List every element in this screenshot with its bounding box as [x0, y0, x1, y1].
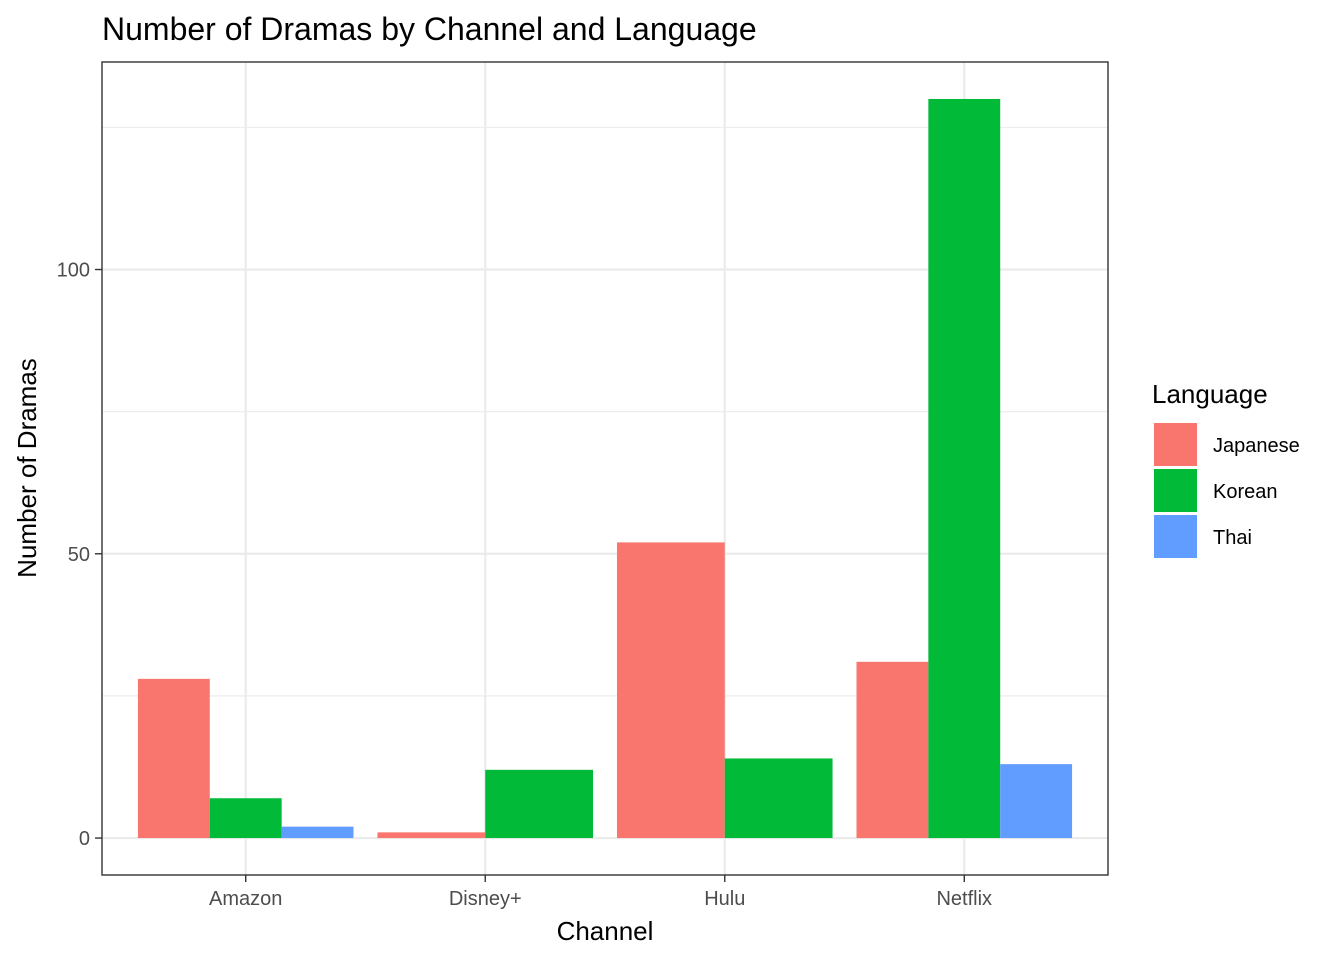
bar-japanese-netflix — [856, 661, 929, 839]
bar-thai-netflix — [1000, 764, 1073, 839]
x-tick-label: Disney+ — [449, 888, 522, 910]
legend-label-japanese: Japanese — [1213, 435, 1300, 457]
x-axis-title: Channel — [557, 916, 654, 946]
bar-korean-hulu — [724, 758, 833, 839]
legend-title: Language — [1152, 379, 1268, 409]
bar-korean-disney — [485, 769, 594, 839]
plot-panel-border — [101, 61, 1109, 876]
bar-thai-amazon — [281, 826, 354, 839]
axes: 0 50 100 Amazon Disney+ Hulu Netflix — [57, 260, 992, 910]
bar-japanese-amazon — [137, 678, 210, 839]
y-tick-label: 0 — [79, 828, 90, 850]
bar-korean-netflix — [928, 98, 1001, 839]
legend-swatch-korean — [1154, 469, 1197, 512]
legend-items: Japanese Korean Thai — [1154, 423, 1300, 558]
legend: Language Japanese Korean Thai — [1152, 379, 1300, 558]
legend-swatch-japanese — [1154, 423, 1197, 466]
y-axis-title: Number of Dramas — [12, 358, 42, 578]
legend-label-thai: Thai — [1213, 527, 1252, 549]
legend-label-korean: Korean — [1213, 481, 1278, 503]
bars — [137, 98, 1073, 839]
x-tick-label: Netflix — [936, 888, 992, 910]
y-tick-label: 100 — [57, 260, 90, 282]
x-tick-label: Amazon — [209, 888, 282, 910]
x-tick-label: Hulu — [704, 888, 745, 910]
legend-swatch-thai — [1154, 515, 1197, 558]
bar-korean-amazon — [209, 798, 282, 839]
bar-japanese-hulu — [616, 542, 725, 839]
chart-title: Number of Dramas by Channel and Language — [102, 11, 757, 47]
bar-japanese-disney — [377, 832, 486, 839]
y-tick-label: 50 — [68, 544, 90, 566]
